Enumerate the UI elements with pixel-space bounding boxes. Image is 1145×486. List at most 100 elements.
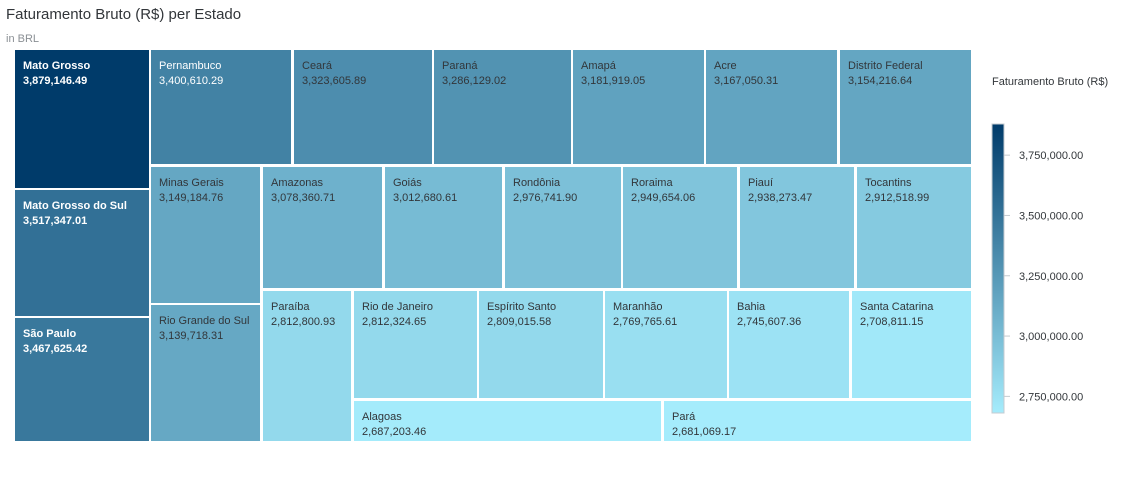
tile-rect[interactable] — [354, 291, 477, 398]
tile-ceara[interactable]: Ceará 3,323,605.89 — [294, 50, 432, 164]
tile-name-label: Roraima — [631, 177, 673, 189]
tile-santa-catarina[interactable]: Santa Catarina 2,708,811.15 — [852, 291, 971, 398]
tile-value-label: 2,687,203.46 — [362, 426, 426, 438]
tile-rect[interactable] — [573, 50, 704, 164]
tile-rect[interactable] — [385, 167, 502, 288]
tile-value-label: 3,167,050.31 — [714, 75, 778, 87]
tile-para[interactable]: Pará 2,681,069.17 — [664, 401, 971, 441]
tile-value-label: 2,912,518.99 — [865, 192, 929, 204]
tile-rio-grande-do-sul[interactable]: Rio Grande do Sul 3,139,718.31 — [151, 305, 260, 441]
tile-rect[interactable] — [151, 305, 260, 441]
tile-roraima[interactable]: Roraima 2,949,654.06 — [623, 167, 737, 288]
tile-name-label: Santa Catarina — [860, 301, 934, 313]
tile-name-label: Alagoas — [362, 411, 402, 423]
tile-name-label: Bahia — [737, 301, 766, 313]
tile-rect[interactable] — [151, 50, 291, 164]
tile-name-label: Rio de Janeiro — [362, 301, 433, 313]
tile-name-label: Pará — [672, 411, 696, 423]
tile-piaui[interactable]: Piauí 2,938,273.47 — [740, 167, 854, 288]
tile-rio-de-janeiro[interactable]: Rio de Janeiro 2,812,324.65 — [354, 291, 477, 398]
tile-value-label: 3,467,625.42 — [23, 343, 87, 355]
tile-value-label: 2,938,273.47 — [748, 192, 812, 204]
tile-name-label: Acre — [714, 60, 737, 72]
legend-tick-label: 3,750,000.00 — [1019, 150, 1083, 162]
tile-sao-paulo[interactable]: São Paulo 3,467,625.42 — [15, 318, 149, 441]
tile-name-label: Amazonas — [271, 177, 323, 189]
tile-name-label: Rio Grande do Sul — [159, 315, 250, 327]
tile-value-label: 2,769,765.61 — [613, 316, 677, 328]
tile-value-label: 3,286,129.02 — [442, 75, 506, 87]
chart-title: Faturamento Bruto (R$) per Estado — [6, 6, 242, 23]
tile-parana[interactable]: Paraná 3,286,129.02 — [434, 50, 571, 164]
tile-value-label: 2,976,741.90 — [513, 192, 577, 204]
tile-maranhao[interactable]: Maranhão 2,769,765.61 — [605, 291, 727, 398]
tile-mato-grosso-do-sul[interactable]: Mato Grosso do Sul 3,517,347.01 — [15, 190, 149, 316]
tile-rect[interactable] — [840, 50, 971, 164]
tile-rect[interactable] — [729, 291, 849, 398]
color-legend — [991, 123, 1005, 414]
tile-name-label: Paraíba — [271, 301, 310, 313]
tile-rect[interactable] — [15, 50, 149, 188]
tile-value-label: 3,139,718.31 — [159, 330, 223, 342]
tile-rect[interactable] — [354, 401, 661, 441]
tile-rect[interactable] — [664, 401, 971, 441]
tile-value-label: 3,323,605.89 — [302, 75, 366, 87]
legend-tick-label: 2,750,000.00 — [1019, 391, 1083, 403]
tile-value-label: 2,949,654.06 — [631, 192, 695, 204]
tile-rect[interactable] — [852, 291, 971, 398]
tile-rect[interactable] — [263, 291, 351, 441]
tile-value-label: 2,812,324.65 — [362, 316, 426, 328]
tile-rect[interactable] — [15, 190, 149, 316]
tile-name-label: Goiás — [393, 177, 422, 189]
tile-tocantins[interactable]: Tocantins 2,912,518.99 — [857, 167, 971, 288]
tile-value-label: 2,708,811.15 — [860, 316, 923, 328]
tile-value-label: 3,012,680.61 — [393, 192, 457, 204]
tile-alagoas[interactable]: Alagoas 2,687,203.46 — [354, 401, 661, 441]
tile-name-label: Maranhão — [613, 301, 663, 313]
tile-name-label: Tocantins — [865, 177, 912, 189]
tile-rect[interactable] — [740, 167, 854, 288]
tile-name-label: Paraná — [442, 60, 478, 72]
tile-value-label: 3,517,347.01 — [23, 215, 87, 227]
legend-tick-label: 3,250,000.00 — [1019, 271, 1083, 283]
tile-espirito-santo[interactable]: Espírito Santo 2,809,015.58 — [479, 291, 603, 398]
tile-rect[interactable] — [151, 167, 260, 303]
tile-value-label: 3,149,184.76 — [159, 192, 223, 204]
tile-acre[interactable]: Acre 3,167,050.31 — [706, 50, 837, 164]
tile-goias[interactable]: Goiás 3,012,680.61 — [385, 167, 502, 288]
tile-rect[interactable] — [294, 50, 432, 164]
tile-rect[interactable] — [263, 167, 382, 288]
tile-rect[interactable] — [434, 50, 571, 164]
tile-rect[interactable] — [15, 318, 149, 441]
tile-name-label: Amapá — [581, 60, 617, 72]
tile-rect[interactable] — [479, 291, 603, 398]
tile-value-label: 3,181,919.05 — [581, 75, 645, 87]
tile-name-label: Espírito Santo — [487, 301, 556, 313]
tile-rect[interactable] — [706, 50, 837, 164]
tile-value-label: 3,078,360.71 — [271, 192, 335, 204]
color-legend-bar — [991, 123, 1005, 414]
tile-amapa[interactable]: Amapá 3,181,919.05 — [573, 50, 704, 164]
tile-value-label: 2,809,015.58 — [487, 316, 551, 328]
tile-mato-grosso[interactable]: Mato Grosso 3,879,146.49 — [15, 50, 149, 188]
tile-rect[interactable] — [505, 167, 621, 288]
tile-rect[interactable] — [605, 291, 727, 398]
tile-name-label: Mato Grosso — [23, 60, 91, 72]
legend-tick-label: 3,500,000.00 — [1019, 210, 1083, 222]
tile-value-label: 2,681,069.17 — [672, 426, 736, 438]
tile-paraiba[interactable]: Paraíba 2,812,800.93 — [263, 291, 351, 441]
tile-rect[interactable] — [623, 167, 737, 288]
tile-name-label: Ceará — [302, 60, 333, 72]
tile-bahia[interactable]: Bahia 2,745,607.36 — [729, 291, 849, 398]
tile-rondonia[interactable]: Rondônia 2,976,741.90 — [505, 167, 621, 288]
legend-title: Faturamento Bruto (R$) — [992, 76, 1109, 88]
tile-name-label: Distrito Federal — [848, 60, 923, 72]
tile-pernambuco[interactable]: Pernambuco 3,400,610.29 — [151, 50, 291, 164]
tile-distrito-federal[interactable]: Distrito Federal 3,154,216.64 — [840, 50, 971, 164]
tile-name-label: São Paulo — [23, 328, 76, 340]
tile-minas-gerais[interactable]: Minas Gerais 3,149,184.76 — [151, 167, 260, 303]
tile-name-label: Minas Gerais — [159, 177, 224, 189]
tile-amazonas[interactable]: Amazonas 3,078,360.71 — [263, 167, 382, 288]
tile-rect[interactable] — [857, 167, 971, 288]
